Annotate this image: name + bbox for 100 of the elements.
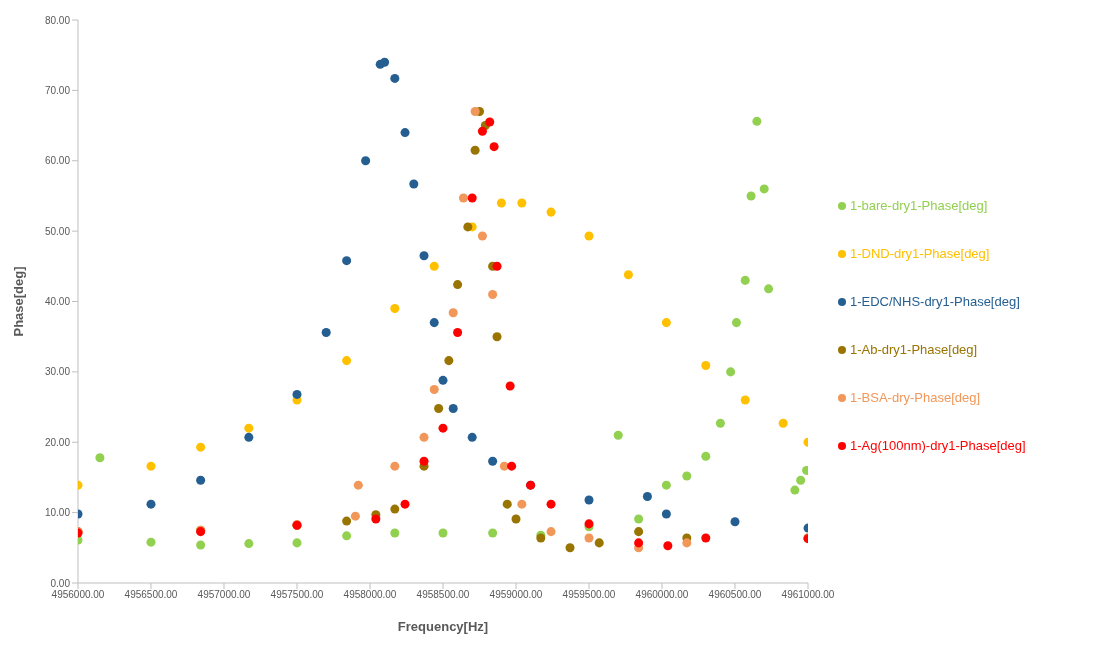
point [438,375,448,385]
y-tick-label: 10.00 [44,507,71,519]
point [546,527,556,537]
point [342,256,352,266]
point [321,327,331,337]
point [661,509,671,519]
legend-label: 1-EDC/NHS-dry1-Phase[deg] [850,293,1020,309]
point [715,418,725,428]
point [390,304,400,314]
point [470,106,480,116]
point [546,207,556,217]
point [634,527,644,537]
x-tick-label: 4959500.00 [562,589,616,601]
point [477,126,487,136]
point [244,423,254,433]
point [400,128,410,138]
point [663,541,673,551]
point [634,538,644,548]
legend-label: 1-bare-dry1-Phase[deg] [850,197,988,213]
point [594,538,604,548]
point [438,528,448,538]
x-tick-label: 4956500.00 [124,589,178,601]
x-tick-label: 4956000.00 [51,589,105,601]
point [467,193,477,203]
point [634,514,644,524]
point [448,403,458,413]
point [95,453,105,463]
point [642,491,652,501]
point [477,231,487,241]
point [146,537,156,547]
point [470,145,480,155]
point [419,251,429,261]
y-axis-title: Phase[deg] [10,266,26,337]
point [492,332,502,342]
y-tick-label: 70.00 [44,84,71,96]
point [511,514,521,524]
point [380,57,390,67]
point [463,222,473,232]
point [390,73,400,83]
point [390,504,400,514]
point [623,270,633,280]
point [661,318,671,328]
point [584,495,594,505]
point [467,432,477,442]
x-tick-label: 4959000.00 [489,589,543,601]
x-tick-label: 4957500.00 [270,589,324,601]
x-tick-label: 4957000.00 [197,589,251,601]
point [496,198,506,208]
point [730,517,740,527]
point [429,384,439,394]
point [429,318,439,328]
point [146,461,156,471]
point [778,418,788,428]
x-tick-label: 4958500.00 [416,589,470,601]
y-tick-label: 0.00 [50,577,71,589]
point [361,156,371,166]
point [434,403,444,413]
point [429,261,439,271]
point [613,430,623,440]
point [485,117,495,127]
point [196,475,206,485]
point [488,528,498,538]
y-tick-label: 30.00 [44,366,71,378]
y-tick-label: 60.00 [44,155,71,167]
point [438,423,448,433]
point [390,461,400,471]
point [517,198,527,208]
point [448,308,458,318]
point [244,539,254,549]
point [759,184,769,194]
point [726,367,736,377]
point [661,480,671,490]
point [419,432,429,442]
point [740,395,750,405]
point [390,528,400,538]
point [342,356,352,366]
point [196,540,206,550]
y-tick-label: 80.00 [44,14,71,26]
legend-label: 1-DND-dry1-Phase[deg] [850,245,990,261]
x-tick-label: 4960500.00 [708,589,762,601]
point [502,499,512,509]
point [419,456,429,466]
point [701,533,711,543]
point [507,461,517,471]
point [458,193,468,203]
point [353,480,363,490]
point [764,284,774,294]
legend-label: 1-BSA-dry-Phase[deg] [850,389,981,405]
point [488,456,498,466]
point [584,231,594,241]
legend-label: 1-Ag(100nm)-dry1-Phase[deg] [850,437,1026,453]
point [488,289,498,299]
x-tick-label: 4958000.00 [343,589,397,601]
point [746,191,756,201]
point [196,442,206,452]
point [790,485,800,495]
point [453,327,463,337]
legend-label: 1-Ab-dry1-Phase[deg] [850,341,978,357]
point [796,475,806,485]
point [517,499,527,509]
